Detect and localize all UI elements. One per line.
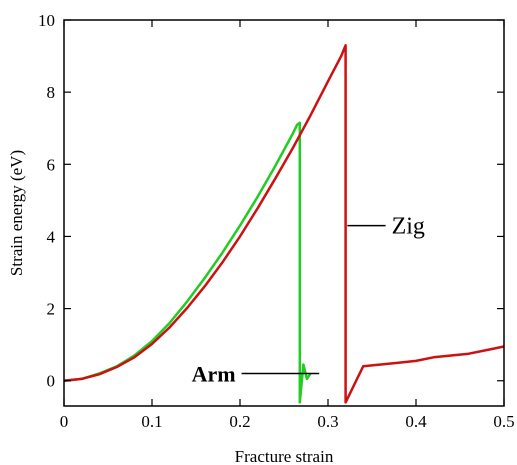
series-line-arm [63,121,312,404]
x-axis-title: Fracture strain [235,447,334,465]
y-tick-label: 4 [47,227,56,246]
y-tick-label: 10 [38,11,55,30]
y-tick-label: 6 [47,155,56,174]
ticks-layer: 0 0.1 0.2 0.3 0.4 0.5 0 2 4 6 8 10 [38,11,515,431]
x-tick-label: 0.5 [493,412,514,431]
y-tick-label: 8 [47,83,56,102]
y-tick-label: 0 [47,372,56,391]
annotation-layer: Arm Zig [192,214,425,387]
x-tick-label: 0 [60,412,69,431]
plot-layer [63,44,505,404]
y-axis-title: Strain energy (eV) [7,150,26,276]
y-tick-label: 2 [47,300,56,319]
annotation-zig: Zig [392,214,425,240]
x-tick-label: 0.3 [317,412,338,431]
annotation-arm: Arm [192,362,236,387]
x-tick-label: 0.1 [141,412,162,431]
x-tick-label: 0.2 [229,412,250,431]
series-line-zig [63,44,505,404]
x-tick-label: 0.4 [405,412,427,431]
plot-frame [63,19,505,407]
